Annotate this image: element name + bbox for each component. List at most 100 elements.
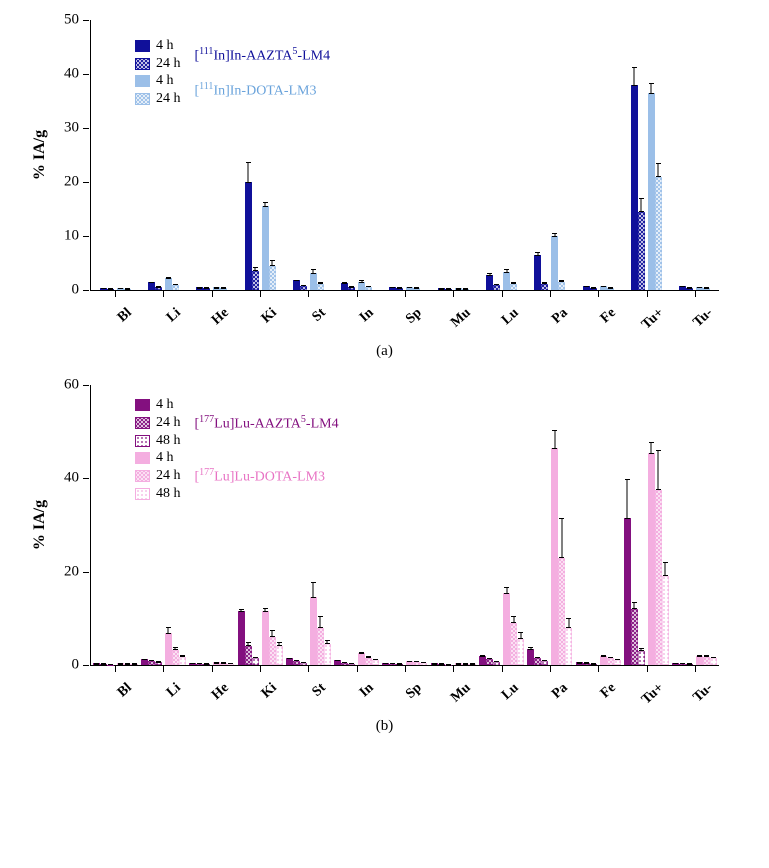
category-group <box>679 20 710 290</box>
ytick-label: 0 <box>72 657 92 674</box>
bar <box>462 289 469 290</box>
bar <box>583 663 590 665</box>
bar <box>262 206 269 290</box>
x-axis-label: Lu <box>491 680 523 711</box>
bar <box>517 639 524 665</box>
bar <box>238 611 245 665</box>
bar <box>455 288 462 290</box>
bar <box>382 663 389 665</box>
category-group <box>100 20 131 290</box>
category-group <box>341 20 372 290</box>
x-axis-label: Mu <box>443 680 475 711</box>
bar <box>679 286 686 290</box>
bar <box>358 282 365 290</box>
bar <box>396 288 403 290</box>
bar <box>510 623 517 665</box>
legend-swatch <box>135 40 150 52</box>
category-group <box>631 20 662 290</box>
x-axis-label: In <box>346 305 378 336</box>
legend-series-label: 4 h <box>156 38 174 54</box>
x-axis-label: Ki <box>249 305 281 336</box>
bar <box>245 182 252 290</box>
x-axis-label: Fe <box>588 680 620 711</box>
x-axis-label: He <box>201 305 233 336</box>
bar <box>583 286 590 290</box>
bar <box>431 663 438 665</box>
bar <box>648 453 655 665</box>
bar <box>503 272 510 290</box>
bar <box>493 285 500 290</box>
bar <box>293 280 300 290</box>
x-axis-label: Mu <box>443 305 475 336</box>
bar <box>107 289 114 290</box>
bar <box>117 288 124 290</box>
legend-series-label: 24 h <box>156 91 181 107</box>
bar <box>672 663 679 665</box>
bar <box>541 284 548 290</box>
bar <box>686 664 693 665</box>
legend-swatch <box>135 75 150 87</box>
legend-series-label: 4 h <box>156 450 174 466</box>
bar <box>503 593 510 665</box>
x-axis-label: Tu+ <box>636 680 668 711</box>
bar <box>269 266 276 290</box>
bar <box>203 288 210 290</box>
legend-compound-label: [111In]In-DOTA-LM3 <box>189 81 317 100</box>
bar <box>155 662 162 665</box>
x-axis-label: Lu <box>491 305 523 336</box>
x-axis-label: Li <box>152 305 184 336</box>
legend-swatch <box>135 417 150 429</box>
bar <box>551 236 558 290</box>
bar <box>365 658 372 665</box>
y-axis-label: % IA/g <box>31 130 49 180</box>
bar <box>527 649 534 665</box>
caption-b: (b) <box>20 718 749 735</box>
bar <box>413 662 420 665</box>
bar <box>655 490 662 665</box>
bar <box>600 286 607 290</box>
bar <box>189 663 196 665</box>
bar <box>227 664 234 665</box>
bar <box>679 664 686 665</box>
bar <box>551 448 558 665</box>
legend-series-label: 4 h <box>156 73 174 89</box>
legend-compound-label: [177Lu]Lu-AAZTA5-LM4 <box>189 414 339 433</box>
category-group <box>382 385 427 665</box>
category-group <box>389 20 420 290</box>
bar <box>372 660 379 665</box>
bar <box>703 657 710 665</box>
bar <box>100 288 107 290</box>
bar <box>479 656 486 665</box>
bar <box>576 662 583 665</box>
bar <box>696 656 703 665</box>
bar <box>131 664 138 665</box>
ytick-label: 10 <box>64 228 91 245</box>
x-axis-label: Bl <box>104 680 136 711</box>
bar <box>486 659 493 665</box>
bar <box>462 664 469 665</box>
bar <box>655 177 662 290</box>
ytick-label: 40 <box>64 66 91 83</box>
bar <box>389 287 396 290</box>
category-group <box>527 385 572 665</box>
bar <box>534 658 541 665</box>
y-axis-label: % IA/g <box>31 500 49 550</box>
category-group <box>479 385 524 665</box>
legend: 4 h24 h[111In]In-AAZTA5-LM44 h24 h[111In… <box>135 38 330 107</box>
legend: 4 h24 h48 h[177Lu]Lu-AAZTA5-LM44 h24 h48… <box>135 397 339 502</box>
ytick-label: 50 <box>64 12 91 29</box>
bar <box>300 286 307 290</box>
bar <box>165 278 172 290</box>
bar <box>155 287 162 290</box>
bar <box>196 664 203 665</box>
bar <box>348 664 355 665</box>
bar <box>638 212 645 290</box>
legend-series-label: 48 h <box>156 433 181 449</box>
bar <box>614 660 621 665</box>
bar <box>455 663 462 665</box>
bar <box>662 576 669 665</box>
x-axis-label: Tu- <box>685 680 717 711</box>
x-axis-label: Sp <box>394 305 426 336</box>
legend-series-label: 24 h <box>156 56 181 72</box>
bar <box>413 288 420 290</box>
